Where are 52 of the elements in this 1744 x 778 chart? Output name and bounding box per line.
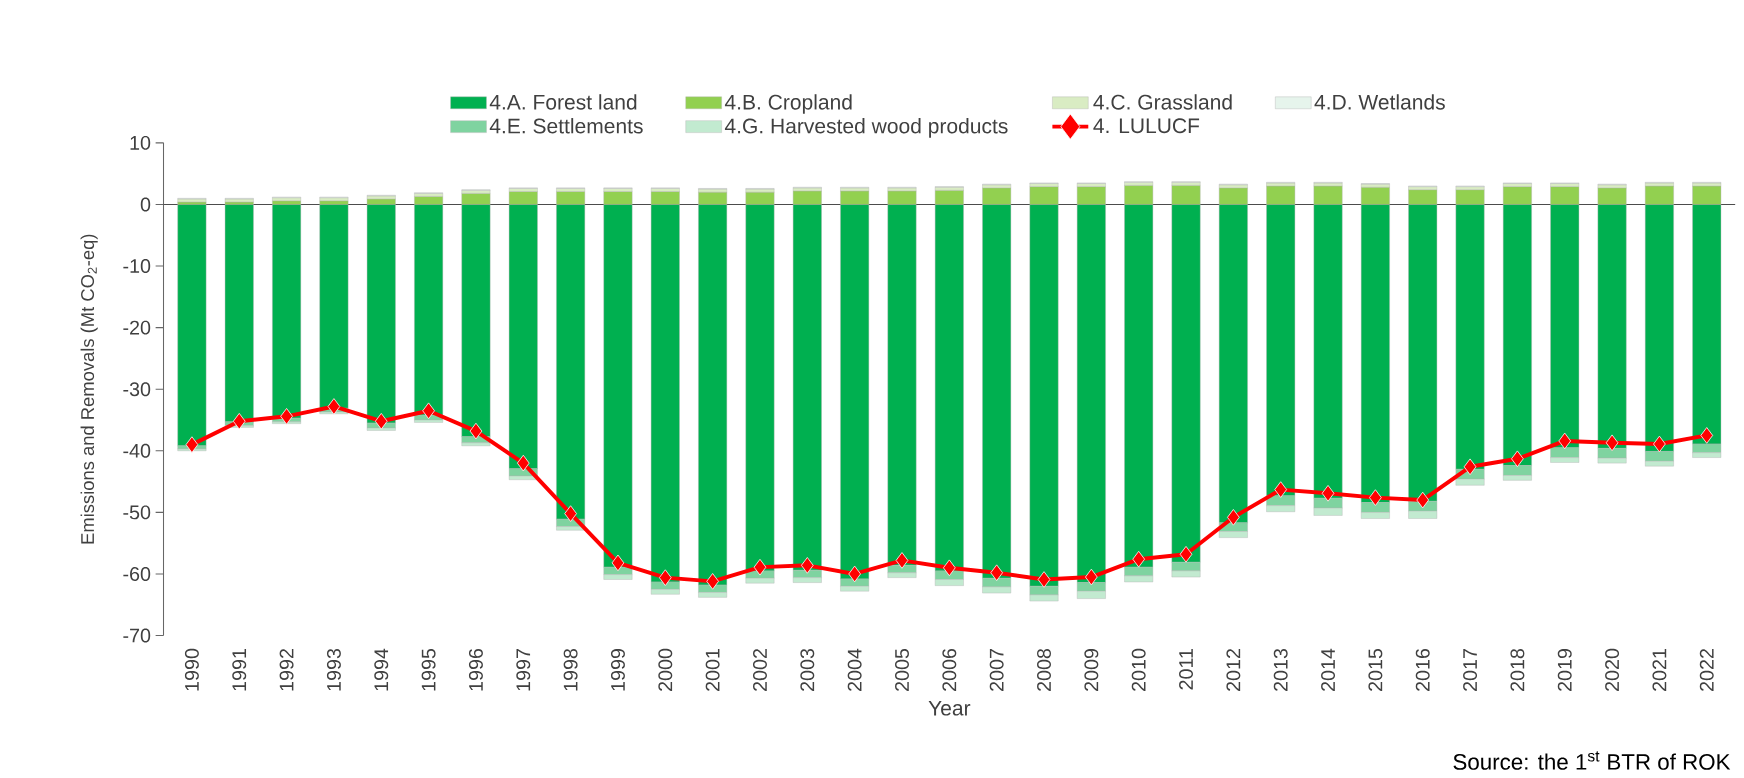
x-tick-label: 2004 xyxy=(847,648,862,691)
x-tick-label: 2012 xyxy=(1226,648,1241,691)
x-tick-label: 2009 xyxy=(1084,648,1099,691)
y-axis-title: Emissions and Removals (Mt CO$_{2}$-eq) xyxy=(80,234,98,544)
x-tick-label: 1993 xyxy=(326,648,341,691)
legend-label: 4.C. Grassland xyxy=(1093,94,1232,110)
y-tick-label: -40 xyxy=(123,443,151,458)
legend-label: 4.B. Cropland xyxy=(724,94,852,114)
legend-label: 4.A. Forest land xyxy=(489,94,637,110)
x-tick-label: 2010 xyxy=(1131,648,1146,691)
x-tick-label: 1998 xyxy=(563,648,578,691)
x-tick-label: 1994 xyxy=(374,648,389,691)
legend-label: 4.G. Harvested wood products xyxy=(724,117,1008,138)
legend-label: 4.D. Wetlands xyxy=(1314,94,1445,110)
x-tick-label: 2014 xyxy=(1321,648,1336,691)
x-tick-label: 2013 xyxy=(1273,648,1288,691)
x-tick-label: 2011 xyxy=(1179,648,1193,690)
x-tick-label: 1992 xyxy=(279,648,294,691)
source-note: Source: the 1$^{st}$ BTR of ROK xyxy=(1453,751,1731,770)
x-tick-label: 1997 xyxy=(516,648,531,691)
x-tick-label: 2018 xyxy=(1510,648,1525,691)
x-tick-label: 2020 xyxy=(1605,648,1620,691)
x-tick-label: 2016 xyxy=(1415,648,1430,691)
y-tick-label: 0 xyxy=(140,197,151,212)
x-tick-label: 2001 xyxy=(705,648,720,691)
x-tick-label: 2000 xyxy=(658,648,673,691)
x-tick-label: 2015 xyxy=(1368,648,1383,691)
x-tick-label: 1996 xyxy=(468,648,483,691)
y-tick-label: -70 xyxy=(123,628,151,643)
x-tick-label: 2019 xyxy=(1557,648,1572,691)
y-tick-label: -10 xyxy=(123,258,151,273)
x-tick-label: 2006 xyxy=(942,648,957,691)
x-tick-label: 2003 xyxy=(800,648,815,691)
x-tick-label: 1990 xyxy=(184,648,199,691)
x-tick-label: 2005 xyxy=(895,648,909,691)
x-tick-label: 2008 xyxy=(1037,648,1051,691)
legend-label: 4. LULUCF xyxy=(1093,118,1200,133)
y-tick-label: -50 xyxy=(123,505,151,520)
y-tick-label: -30 xyxy=(123,382,151,396)
x-axis-title: Year xyxy=(928,700,971,716)
x-tick-label: 1999 xyxy=(610,648,625,691)
y-tick-label: -20 xyxy=(123,320,151,335)
x-tick-label: 2022 xyxy=(1699,648,1714,691)
x-tick-label: 2021 xyxy=(1652,648,1667,691)
y-tick-label: 10 xyxy=(130,135,151,150)
x-tick-label: 2002 xyxy=(753,648,767,691)
x-tick-label: 1991 xyxy=(232,648,247,691)
x-tick-label: 2017 xyxy=(1463,648,1478,691)
x-tick-label: 1995 xyxy=(421,648,436,691)
y-tick-label: -60 xyxy=(123,566,151,581)
x-tick-label: 2007 xyxy=(989,648,1004,691)
legend-label: 4.E. Settlements xyxy=(489,117,643,134)
